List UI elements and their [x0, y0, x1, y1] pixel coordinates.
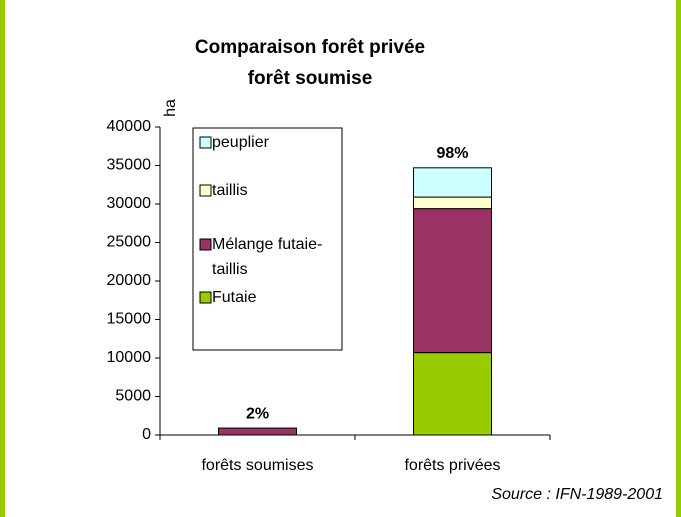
- bar-segment: [413, 167, 492, 198]
- legend-label: taillis: [212, 182, 248, 199]
- bar-segment: [218, 427, 297, 436]
- legend-label: Mélange futaie-taillis: [212, 236, 323, 278]
- x-tick-label: forêts privées: [404, 457, 500, 474]
- y-tick-label: 30000: [107, 195, 152, 212]
- y-tick-label: 40000: [107, 118, 152, 135]
- y-tick-label: 20000: [107, 272, 152, 289]
- y-tick-label: 25000: [107, 234, 152, 251]
- bar-annotation: 2%: [246, 405, 269, 422]
- y-tick-label: 0: [142, 426, 151, 443]
- legend-swatch: [199, 238, 212, 251]
- legend-box: [192, 127, 343, 351]
- y-axis-label: ha: [162, 99, 179, 117]
- bar-segment: [413, 196, 492, 210]
- legend-label: peuplier: [212, 134, 269, 151]
- source: Source : IFN-1989-2001: [491, 486, 663, 503]
- legend-label: Futaie: [212, 289, 257, 306]
- x-tick-label: forêts soumises: [201, 457, 313, 474]
- y-tick-label: 10000: [107, 349, 152, 366]
- legend-label-box: taillis: [212, 182, 248, 199]
- legend-label-box: peuplier: [212, 134, 269, 151]
- bar-annotation: 98%: [436, 145, 468, 162]
- y-tick-label: 15000: [107, 311, 152, 328]
- chart: Comparaison forêt privée forêt soumise h…: [107, 37, 664, 503]
- y-tick-label: 35000: [107, 157, 152, 174]
- legend-swatch: [199, 291, 212, 304]
- chart-title: forêt soumise: [248, 68, 373, 89]
- legend-label-box: Mélange futaie-taillis: [212, 236, 323, 278]
- chart-title: Comparaison forêt privée: [195, 37, 425, 58]
- y-tick-label: 5000: [115, 388, 151, 405]
- legend-swatch: [199, 184, 212, 197]
- bar-segment: [413, 352, 492, 436]
- legend-swatch: [199, 136, 212, 149]
- bar-segment: [413, 208, 492, 354]
- legend-label-box: Futaie: [212, 289, 257, 306]
